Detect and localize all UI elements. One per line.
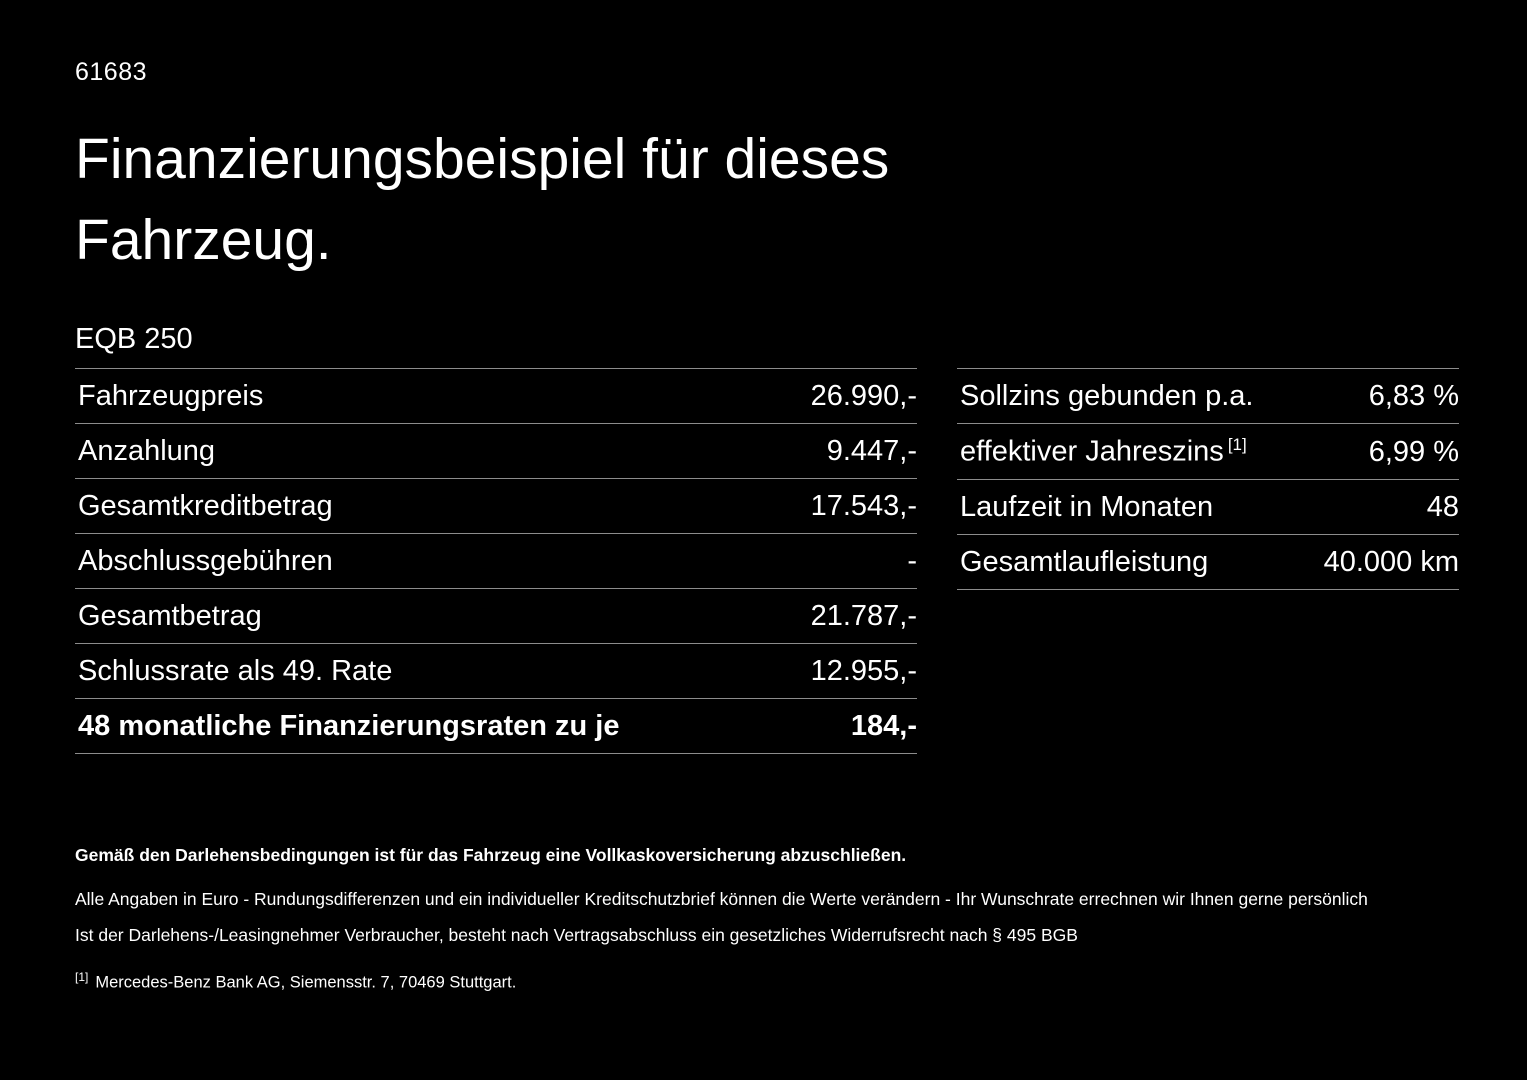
insurance-note: Gemäß den Darlehensbedingungen ist für d… bbox=[75, 845, 907, 865]
row-value: 48 bbox=[1426, 490, 1459, 523]
row-value: 6,83 % bbox=[1368, 379, 1459, 412]
row-value: 17.543,- bbox=[810, 489, 917, 522]
row-label: Abschlussgebühren bbox=[78, 544, 333, 577]
table-row-sollzins: Sollzins gebunden p.a. 6,83 % bbox=[957, 369, 1459, 424]
table-row-schlussrate: Schlussrate als 49. Rate 12.955,- bbox=[75, 644, 917, 699]
row-label: 48 monatliche Finanzierungsraten zu je bbox=[78, 709, 620, 742]
row-value: 26.990,- bbox=[810, 379, 917, 412]
row-label: Schlussrate als 49. Rate bbox=[78, 654, 393, 687]
table-row-gesamtkreditbetrag: Gesamtkreditbetrag 17.543,- bbox=[75, 479, 917, 534]
row-label: Gesamtkreditbetrag bbox=[78, 489, 333, 522]
row-label: Fahrzeugpreis bbox=[78, 379, 264, 412]
content-area: 61683 Finanzierungsbeispiel für dieses F… bbox=[75, 58, 1459, 754]
disclaimer-line-1: Alle Angaben in Euro - Rundungsdifferenz… bbox=[75, 889, 1368, 909]
vehicle-model: EQB 250 bbox=[75, 322, 193, 355]
row-label: Anzahlung bbox=[78, 434, 216, 467]
row-value: 9.447,- bbox=[826, 434, 917, 467]
table-row-laufzeit: Laufzeit in Monaten 48 bbox=[957, 480, 1459, 535]
table-row-gesamtbetrag: Gesamtbetrag 21.787,- bbox=[75, 589, 917, 644]
footnote-reference: [1] bbox=[1227, 434, 1247, 454]
row-value: - bbox=[907, 544, 917, 577]
row-value: 40.000 km bbox=[1323, 545, 1459, 578]
table-row-abschlussgebuehren: Abschlussgebühren - bbox=[75, 534, 917, 589]
row-value: 21.787,- bbox=[810, 599, 917, 632]
disclaimer-line-2: Ist der Darlehens-/Leasingnehmer Verbrau… bbox=[75, 924, 1078, 945]
legal-footer: Gemäß den Darlehensbedingungen ist für d… bbox=[75, 845, 1459, 992]
financing-table-right: Sollzins gebunden p.a. 6,83 % effektiver… bbox=[957, 367, 1459, 590]
footnote-text: Mercedes-Benz Bank AG, Siemensstr. 7, 70… bbox=[95, 973, 517, 992]
row-label: effektiver Jahreszins [1] bbox=[960, 434, 1247, 468]
row-label: Gesamtlaufleistung bbox=[960, 545, 1209, 578]
footnote-marker: [1] bbox=[75, 969, 89, 984]
table-row-fahrzeugpreis: Fahrzeugpreis 26.990,- bbox=[75, 369, 917, 424]
row-label: Sollzins gebunden p.a. bbox=[960, 379, 1254, 412]
row-value: 12.955,- bbox=[810, 654, 917, 687]
row-label: Gesamtbetrag bbox=[78, 599, 262, 632]
row-value: 6,99 % bbox=[1368, 435, 1459, 468]
table-row-monatsraten: 48 monatliche Finanzierungsraten zu je 1… bbox=[75, 699, 917, 753]
table-row-anzahlung: Anzahlung 9.447,- bbox=[75, 424, 917, 479]
bank-footnote: [1] Mercedes-Benz Bank AG, Siemensstr. 7,… bbox=[75, 970, 1459, 993]
row-label: Laufzeit in Monaten bbox=[960, 490, 1214, 523]
financing-tables: Fahrzeugpreis 26.990,- Anzahlung 9.447,-… bbox=[75, 367, 1459, 754]
table-row-effektiver-jahreszins: effektiver Jahreszins [1] 6,99 % bbox=[957, 424, 1459, 480]
row-value: 184,- bbox=[850, 709, 917, 742]
financing-table-left: Fahrzeugpreis 26.990,- Anzahlung 9.447,-… bbox=[75, 367, 917, 754]
table-row-gesamtlaufleistung: Gesamtlaufleistung 40.000 km bbox=[957, 535, 1459, 589]
document-id: 61683 bbox=[75, 58, 148, 86]
page-title: Finanzierungsbeispiel für dieses Fahrzeu… bbox=[75, 127, 890, 272]
